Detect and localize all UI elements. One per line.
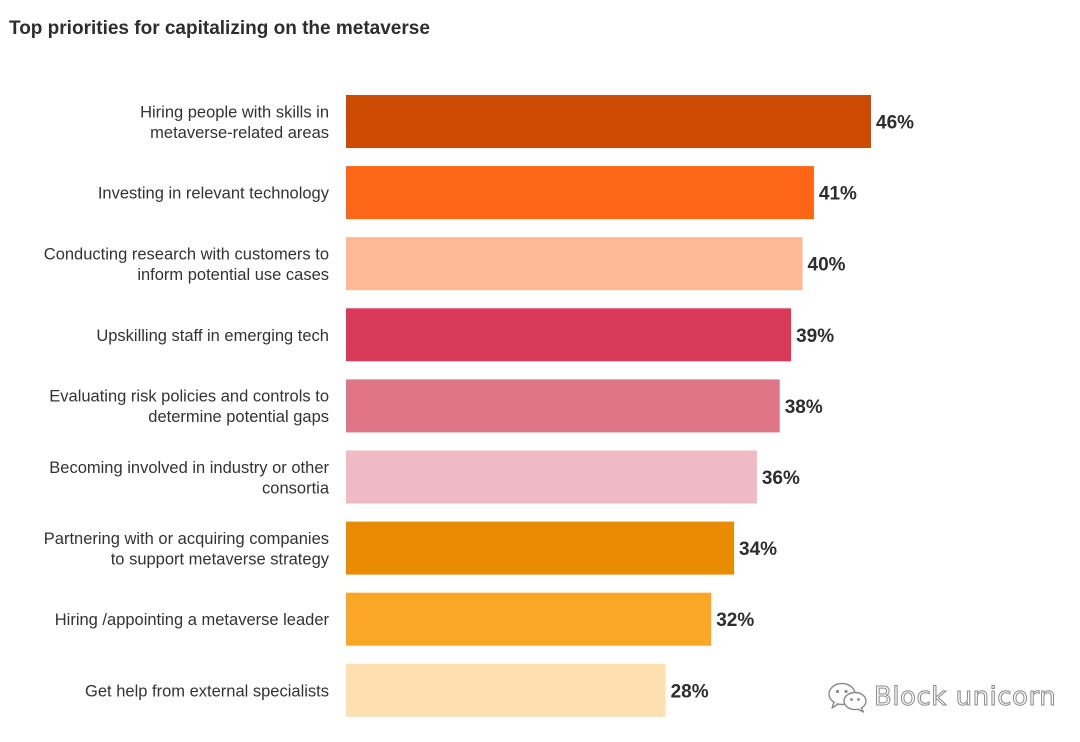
category-label-line: metaverse-related areas bbox=[150, 124, 329, 142]
bar bbox=[346, 166, 814, 220]
category-label: Partnering with or acquiring companies to… bbox=[44, 530, 330, 569]
watermark-text: Block unicorn bbox=[873, 682, 1057, 713]
category-label-line: Partnering with or acquiring companies bbox=[44, 530, 329, 548]
category-label-line: Upskilling staff in emerging tech bbox=[96, 327, 329, 345]
category-label-line: Conducting research with customers to bbox=[44, 245, 329, 263]
data-label: 39% bbox=[796, 326, 834, 347]
category-label-line: consortia bbox=[262, 479, 330, 497]
category-label-line: to support metaverse strategy bbox=[111, 550, 330, 568]
category-label-line: Get help from external specialists bbox=[85, 682, 329, 700]
category-label: Get help from external specialists bbox=[85, 682, 329, 700]
category-label: Becoming involved in industry or other co… bbox=[49, 459, 330, 498]
bar bbox=[346, 450, 757, 504]
data-label: 41% bbox=[819, 184, 857, 205]
category-label-line: Hiring people with skills in bbox=[140, 103, 329, 121]
watermark: Block unicorn bbox=[826, 677, 1056, 717]
category-label-line: Investing in relevant technology bbox=[98, 185, 330, 203]
data-label: 32% bbox=[716, 610, 754, 631]
bar bbox=[346, 95, 871, 148]
category-label: Evaluating risk policies and controls to… bbox=[49, 388, 329, 427]
category-label-line: inform potential use cases bbox=[137, 266, 329, 284]
data-label: 46% bbox=[876, 113, 914, 134]
bar bbox=[346, 308, 792, 362]
category-label: Investing in relevant technology bbox=[98, 185, 330, 203]
bar bbox=[346, 237, 803, 291]
bar bbox=[346, 592, 712, 646]
category-label: Conducting research with customers to inf… bbox=[44, 245, 329, 284]
data-label: 36% bbox=[762, 468, 800, 489]
category-label: Hiring /appointing a metaverse leader bbox=[55, 611, 330, 629]
data-label: 28% bbox=[671, 681, 709, 702]
data-label: 40% bbox=[808, 255, 846, 276]
category-label-line: Evaluating risk policies and controls to bbox=[49, 388, 329, 406]
category-label-line: Hiring /appointing a metaverse leader bbox=[55, 611, 330, 629]
bar bbox=[346, 521, 735, 575]
wechat-icon bbox=[828, 682, 867, 713]
data-label: 38% bbox=[785, 397, 823, 418]
chart-title: Top priorities for capitalizing on the m… bbox=[9, 18, 430, 39]
bar bbox=[346, 663, 666, 717]
category-label-line: determine potential gaps bbox=[148, 408, 329, 426]
category-label-line: Becoming involved in industry or other bbox=[49, 459, 329, 477]
category-label: Hiring people with skills in metaverse-re… bbox=[140, 103, 329, 142]
data-label: 34% bbox=[739, 539, 777, 560]
category-label: Upskilling staff in emerging tech bbox=[96, 327, 329, 345]
bar bbox=[346, 379, 780, 433]
